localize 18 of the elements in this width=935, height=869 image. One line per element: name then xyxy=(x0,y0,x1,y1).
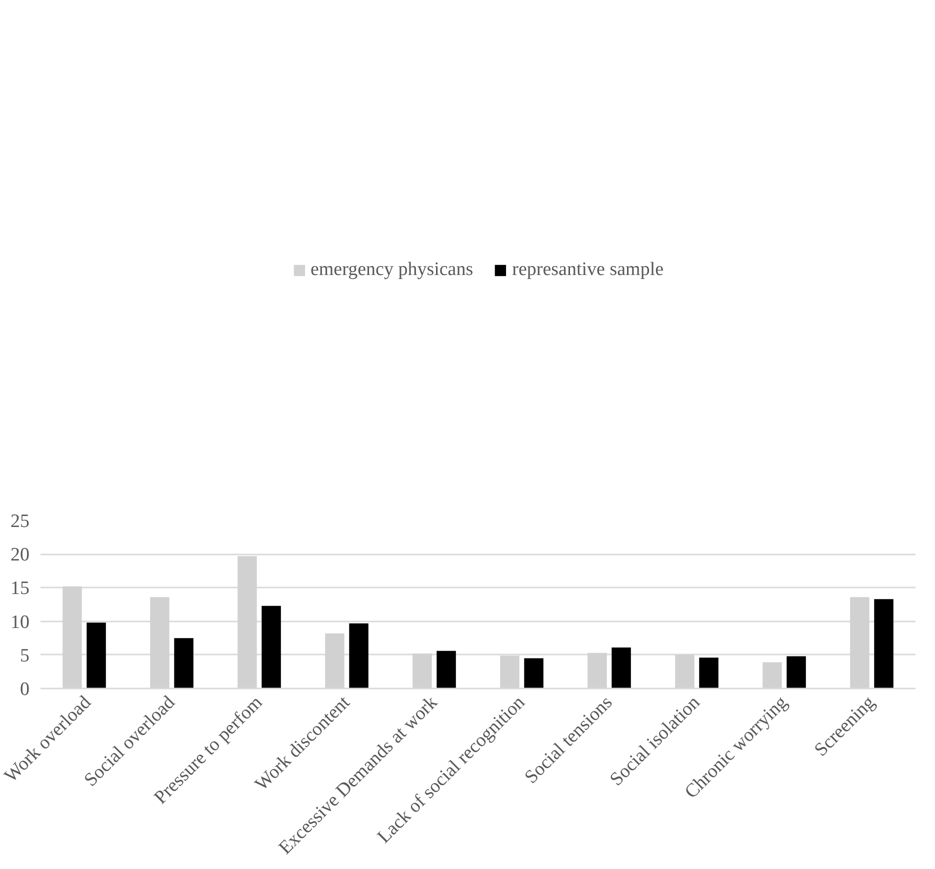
legend-label: represantive sample xyxy=(512,259,664,281)
y-tick-label: 5 xyxy=(20,645,30,666)
bar xyxy=(86,622,106,688)
bar xyxy=(524,658,544,688)
bar xyxy=(436,650,456,688)
bar xyxy=(612,648,631,688)
bar xyxy=(174,638,194,688)
bar xyxy=(786,656,806,688)
y-tick-label: 20 xyxy=(10,544,30,566)
legend-label: emergency physicans xyxy=(310,259,474,281)
bar xyxy=(874,599,894,688)
bar xyxy=(699,658,718,688)
bar xyxy=(349,623,368,688)
y-tick-label: 10 xyxy=(10,612,30,633)
y-tick-label: 15 xyxy=(10,578,30,600)
y-tick-label: 0 xyxy=(20,679,30,700)
y-tick-label: 25 xyxy=(10,511,30,532)
bar xyxy=(262,606,281,688)
